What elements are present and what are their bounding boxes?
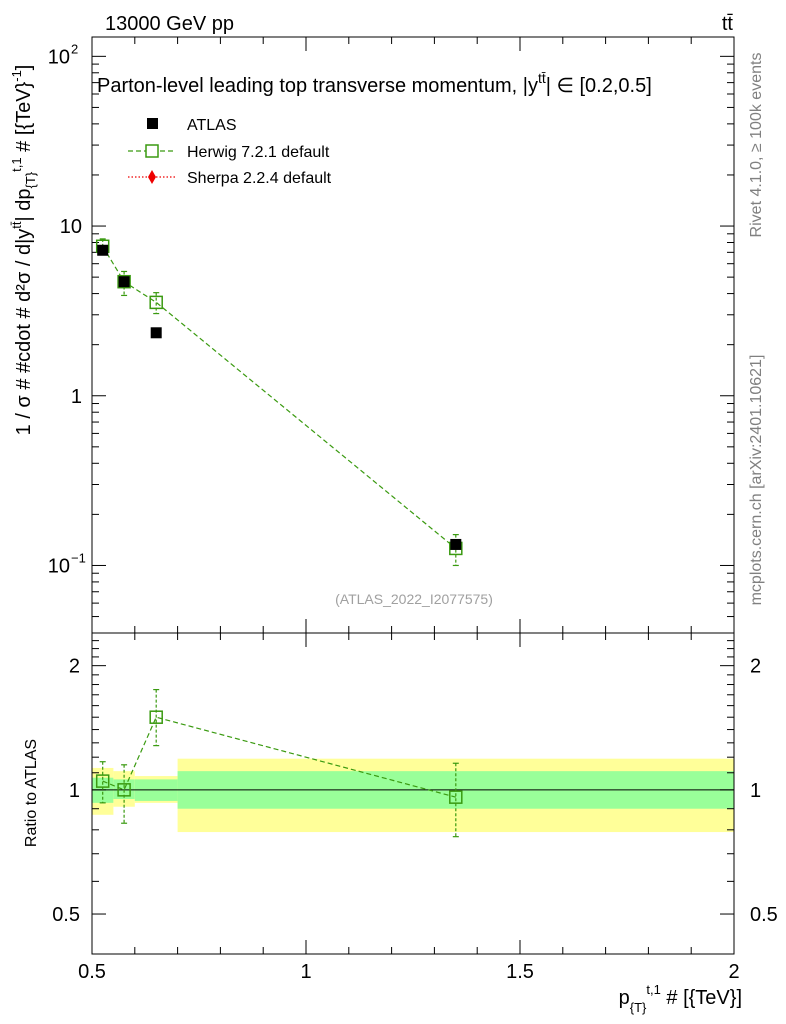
atlas-point (450, 538, 462, 550)
y-tick-label: 1 (71, 386, 82, 408)
ratio-tick-label-left: 0.5 (52, 904, 80, 926)
herwig-ratio-point (95, 774, 110, 788)
analysis-label: (ATLAS_2022_I2077575) (335, 591, 493, 607)
x-tick-label: 1.5 (506, 961, 534, 983)
y-tick-label: 10 (48, 46, 70, 68)
y-tick-label: 10 (60, 216, 82, 238)
x-tick-label: 0.5 (78, 961, 106, 983)
y-tick-label-exponent: 2 (71, 41, 78, 56)
y-tick-label: 10 (48, 555, 70, 577)
legend-herwig-label: Herwig 7.2.1 default (187, 144, 330, 161)
atlas-point (150, 327, 162, 339)
ratio-tick-label-right: 0.5 (750, 904, 778, 926)
x-tick-label: 2 (728, 961, 739, 983)
herwig-point (117, 274, 131, 289)
axis-ticks (91, 37, 735, 955)
atlas-point (118, 276, 130, 288)
mcplots-label: mcplots.cern.ch [arXiv:2401.10621] (748, 355, 765, 606)
ratio-axis-label: Ratio to ATLAS (23, 739, 40, 847)
herwig-ratio-point (449, 790, 463, 804)
herwig-series (95, 238, 463, 567)
herwig-ratio-point (149, 710, 163, 724)
herwig-ratio-line (102, 716, 456, 798)
herwig-ratio-series (95, 688, 463, 838)
x-tick-label: 1 (300, 961, 311, 983)
atlas-point (97, 244, 109, 256)
y-axis-label: 1 / σ # #cdot # d²σ / d|ytt̄| dp{T}t,1 #… (9, 65, 38, 436)
ratio-tick-label-left: 1 (69, 780, 80, 802)
ratio-uncertainty-bands (92, 758, 735, 833)
ratio-panel-frame (91, 632, 735, 955)
ratio-tick-label-right: 2 (750, 656, 761, 678)
herwig-point (149, 295, 163, 310)
legend-atlas-marker (147, 118, 158, 129)
chart-title: Parton-level leading top transverse mome… (97, 70, 652, 97)
rivet-label: Rivet 4.1.0, ≥ 100k events (748, 53, 765, 238)
ratio-tick-label-left: 2 (69, 656, 80, 678)
legend: ATLAS Herwig 7.2.1 default Sherpa 2.2.4 … (128, 117, 332, 187)
atlas-series (97, 244, 462, 550)
legend-sherpa-marker (148, 170, 156, 184)
ratio-tick-label-right: 1 (750, 780, 761, 802)
herwig-ratio-point (117, 783, 131, 797)
process-label: tt̄ (722, 13, 734, 35)
herwig-line (102, 245, 457, 549)
legend-sherpa-label: Sherpa 2.2.4 default (187, 170, 332, 187)
energy-label: 13000 GeV pp (105, 13, 234, 35)
y-tick-label-exponent: −1 (71, 550, 86, 565)
legend-atlas-label: ATLAS (187, 117, 237, 134)
legend-herwig-marker (145, 144, 159, 158)
x-axis-label: p{T}t,1 # [{TeV}] (619, 982, 742, 1015)
